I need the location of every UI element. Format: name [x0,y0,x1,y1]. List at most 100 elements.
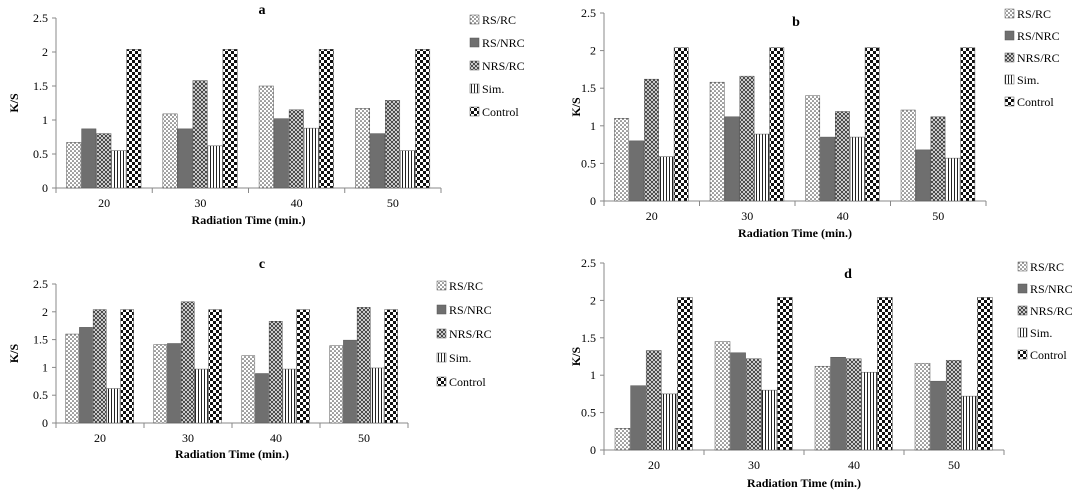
bar-nrs-rc [945,359,962,451]
bar-sim- [106,388,121,424]
legend-label: RS/NRC [482,36,525,50]
bar-sim- [111,150,127,189]
legend-label: NRS/RC [449,327,492,341]
legend-swatch [469,60,480,71]
bar-rs-rc [714,341,731,451]
bar-sim- [194,368,209,424]
legend-label: RS/RC [1030,260,1064,274]
x-tick-label: 40 [291,196,303,210]
x-tick-label: 20 [648,458,660,472]
bar-sim- [282,368,297,424]
y-tick-label: 0 [42,416,48,430]
bar-control [126,49,142,189]
legend-label: Sim. [482,82,504,96]
panel-b: b 0 0.5 1 1.5 2 2.5 20 30 40 50 K/S Radiation Tim… [569,6,1060,240]
legend-swatch [1004,52,1015,63]
y-tick-label: 0 [590,194,596,208]
x-tick-label: 30 [182,431,194,445]
bar-sim- [861,371,878,451]
legend-swatch [1004,8,1015,19]
bar-rs-rc [65,333,80,424]
bars [614,47,976,202]
bar-sim- [761,389,778,451]
x-tick-label: 40 [837,209,849,223]
bar-sim- [658,156,674,202]
bar-rs-nrc [273,118,289,189]
legend-swatch [1017,349,1028,360]
legend: RS/RC RS/NRC NRS/RC Sim. Control [1017,260,1073,362]
bar-nrs-rc [645,350,662,451]
legend-label: NRS/RC [1017,51,1060,65]
bar-nrs-rc [192,80,208,189]
legend-label: RS/RC [1017,7,1051,21]
panel-title: d [844,267,852,282]
legend-label: RS/NRC [1017,29,1060,43]
bar-sim- [400,150,416,189]
legend-swatch [1017,283,1028,294]
bar-rs-rc [329,345,344,424]
bar-sim- [661,393,678,451]
bar-rs-nrc [730,352,746,451]
bar-nrs-rc [385,100,401,189]
bar-rs-nrc [370,133,386,189]
legend-swatch [436,304,447,315]
bar-control [120,309,134,424]
bar-control [222,49,238,189]
legend: RS/RC RS/NRC NRS/RC Sim. Control [1004,7,1060,109]
panel-title: b [792,15,800,30]
legend-label: Control [449,375,486,389]
legend: RS/RC RS/NRC NRS/RC Sim. Control [469,13,525,119]
bar-nrs-rc [96,133,112,189]
bar-rs-nrc [630,385,646,451]
legend-swatch [469,83,480,94]
bar-rs-rc [241,355,256,424]
legend-swatch [436,328,447,339]
legend-swatch [1004,74,1015,85]
x-axis-label: Radiation Time (min.) [747,476,861,490]
bar-control [864,47,880,202]
x-tick-label: 30 [748,458,760,472]
y-tick-label: 1.5 [581,81,596,95]
bar-rs-rc [153,344,168,424]
panel-title: a [259,3,266,18]
legend-swatch [469,37,480,48]
bar-rs-rc [614,118,630,202]
legend-label: Control [1017,95,1054,109]
bar-rs-nrc [79,327,93,424]
y-tick-label: 0 [590,443,596,457]
legend-label: Control [1030,348,1067,362]
legend-swatch [436,280,447,291]
bar-rs-rc [162,113,178,189]
bar-rs-rc [709,81,725,202]
bar-rs-rc [355,108,371,189]
y-tick-label: 1 [42,360,48,374]
bar-control [296,309,310,424]
panel-a: a 0 0.5 1 1.5 2 2.5 20 30 40 50 K/S Radiation Tim… [7,3,525,227]
legend-label: RS/RC [449,279,483,293]
y-tick-label: 1.5 [581,331,596,345]
y-tick-label: 0.5 [581,406,596,420]
bar-rs-rc [614,428,631,451]
bars [614,297,993,451]
y-tick-label: 1 [590,119,596,133]
legend-swatch [1004,30,1015,41]
bar-nrs-rc [180,301,195,424]
legend-label: Sim. [449,351,471,365]
panel-c: c 0 0.5 1 1.5 2 2.5 20 30 40 50 K/S Radiation Tim… [7,257,492,461]
bar-nrs-rc [930,116,946,202]
legend-label: RS/RC [482,13,516,27]
bar-control [208,309,222,424]
bar-rs-rc [814,365,831,451]
y-axis-label: K/S [569,347,583,367]
legend-label: Sim. [1017,73,1039,87]
bar-nrs-rc [845,358,862,451]
legend-swatch [1004,96,1015,107]
x-tick-label: 30 [741,209,753,223]
y-tick-label: 2.5 [581,6,596,20]
x-tick-label: 50 [358,431,370,445]
legend-label: Sim. [1030,326,1052,340]
bar-rs-nrc [915,149,931,202]
y-tick-label: 1 [590,368,596,382]
bar-control [777,297,793,451]
